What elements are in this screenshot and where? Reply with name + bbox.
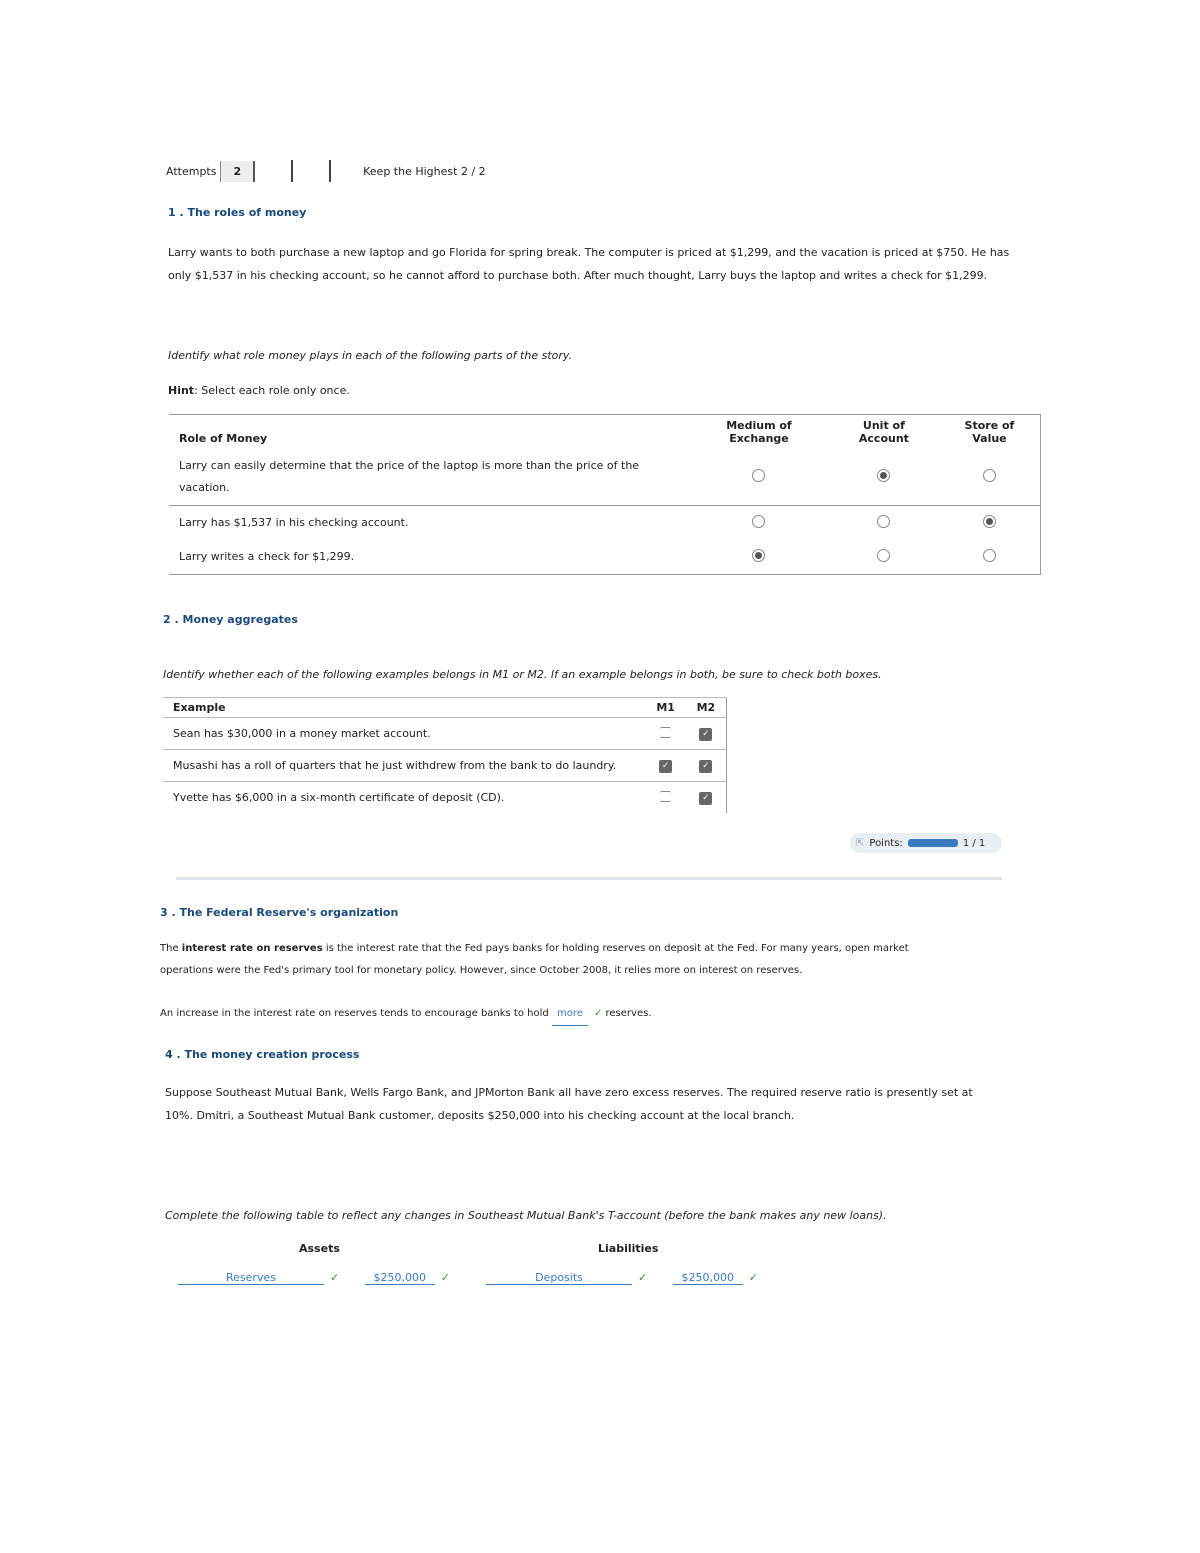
divider bbox=[329, 160, 332, 182]
q2-instruction: Identify whether each of the following e… bbox=[163, 668, 882, 681]
row-text: Larry has $1,537 in his checking account… bbox=[179, 516, 409, 529]
points-label: Points: bbox=[869, 837, 903, 849]
radio-button[interactable] bbox=[982, 469, 996, 482]
q3-question: An increase in the interest rate on rese… bbox=[160, 1002, 652, 1026]
divider bbox=[291, 160, 294, 182]
row-text: Larry writes a check for $1,299. bbox=[179, 550, 355, 563]
check-icon: ✓ bbox=[330, 1271, 340, 1284]
row-text: Sean has $30,000 in a money market accou… bbox=[163, 717, 646, 750]
checkbox[interactable] bbox=[660, 790, 672, 802]
answer-dropdown[interactable]: more bbox=[551, 1002, 588, 1026]
checkbox[interactable]: ✓ bbox=[699, 792, 713, 805]
table-row: Larry can easily determine that the pric… bbox=[169, 449, 1041, 506]
checkbox[interactable] bbox=[660, 726, 672, 738]
q4-instruction: Complete the following table to reflect … bbox=[165, 1209, 887, 1222]
q1-title: 1 . The roles of money bbox=[168, 206, 307, 219]
liabilities-row: Deposits ✓ $250,000 ✓ bbox=[486, 1271, 758, 1285]
hint-text: : Select each role only once. bbox=[194, 384, 350, 397]
header-role: Role of Money bbox=[179, 432, 268, 445]
header-medium: Medium of Exchange bbox=[726, 419, 792, 445]
assets-label: Assets bbox=[299, 1242, 340, 1255]
table-row: Yvette has $6,000 in a six-month certifi… bbox=[163, 781, 727, 813]
checkbox[interactable]: ✓ bbox=[659, 760, 673, 773]
arrow-icon: ⇱ bbox=[856, 837, 865, 849]
q4-text: Suppose Southeast Mutual Bank, Wells Far… bbox=[165, 1086, 973, 1122]
liab-item-dropdown[interactable]: Deposits bbox=[486, 1271, 632, 1285]
row-text: Musashi has a roll of quarters that he j… bbox=[163, 749, 646, 782]
radio-button[interactable] bbox=[752, 469, 766, 482]
q4-title: 4 . The money creation process bbox=[165, 1048, 360, 1061]
q1-instruction: Identify what role money plays in each o… bbox=[168, 349, 573, 362]
header-example: Example bbox=[163, 697, 646, 718]
q3-text: The interest rate on reserves is the int… bbox=[160, 943, 909, 976]
assets-value-input[interactable]: $250,000 bbox=[364, 1271, 435, 1285]
row-text: Larry can easily determine that the pric… bbox=[179, 459, 640, 494]
q1-hint: Hint: Select each role only once. bbox=[168, 379, 350, 402]
attempts-bar: Attempts 2 Keep the Highest 2 / 2 bbox=[166, 160, 486, 182]
hint-label: Hint bbox=[168, 384, 195, 397]
checkbox[interactable]: ✓ bbox=[699, 728, 713, 741]
check-icon: ✓ bbox=[638, 1271, 648, 1284]
table-row: Sean has $30,000 in a money market accou… bbox=[163, 717, 727, 750]
points-value: 1 / 1 bbox=[962, 837, 986, 849]
q3-title: 3 . The Federal Reserve's organization bbox=[160, 906, 399, 919]
radio-button[interactable] bbox=[877, 549, 891, 562]
aggregates-table: Example M1 M2 Sean has $30,000 in a money … bbox=[163, 697, 727, 813]
table-row: Larry writes a check for $1,299. bbox=[169, 540, 1041, 575]
q2-title: 2 . Money aggregates bbox=[163, 613, 298, 626]
header-m1: M1 bbox=[645, 697, 686, 718]
points-bar bbox=[907, 839, 958, 847]
radio-button[interactable] bbox=[982, 549, 996, 562]
header-store: Store of Value bbox=[964, 419, 1015, 445]
liabilities-label: Liabilities bbox=[598, 1242, 659, 1255]
assets-row: Reserves ✓ $250,000 ✓ bbox=[178, 1271, 450, 1285]
table-row: Musashi has a roll of quarters that he j… bbox=[163, 749, 727, 782]
q1-story: Larry wants to both purchase a new lapto… bbox=[168, 246, 1010, 282]
row-text: Yvette has $6,000 in a six-month certifi… bbox=[163, 781, 646, 813]
radio-button[interactable] bbox=[877, 515, 891, 528]
radio-button[interactable] bbox=[752, 515, 766, 528]
header-m2: M2 bbox=[685, 697, 727, 718]
checkbox[interactable]: ✓ bbox=[699, 760, 713, 773]
keep-highest: Keep the Highest 2 / 2 bbox=[363, 164, 486, 178]
separator bbox=[176, 877, 1002, 880]
points-badge: ⇱ Points: 1 / 1 bbox=[850, 833, 1002, 853]
attempts-label: Attempts bbox=[166, 164, 217, 178]
assets-item-dropdown[interactable]: Reserves bbox=[178, 1271, 324, 1285]
liab-value-input[interactable]: $250,000 bbox=[672, 1271, 743, 1285]
attempts-count[interactable]: 2 bbox=[220, 160, 256, 182]
radio-button[interactable] bbox=[752, 549, 766, 562]
radio-button[interactable] bbox=[982, 515, 996, 528]
header-unit: Unit of Account bbox=[858, 419, 909, 445]
roles-table: Role of Money Medium of Exchange Unit of A… bbox=[169, 414, 1041, 575]
radio-button[interactable] bbox=[877, 469, 891, 482]
check-icon: ✓ bbox=[593, 1008, 603, 1019]
bold-term: interest rate on reserves bbox=[181, 943, 323, 954]
check-icon: ✓ bbox=[748, 1271, 758, 1284]
check-icon: ✓ bbox=[440, 1271, 450, 1284]
table-row: Larry has $1,537 in his checking account… bbox=[169, 505, 1041, 541]
